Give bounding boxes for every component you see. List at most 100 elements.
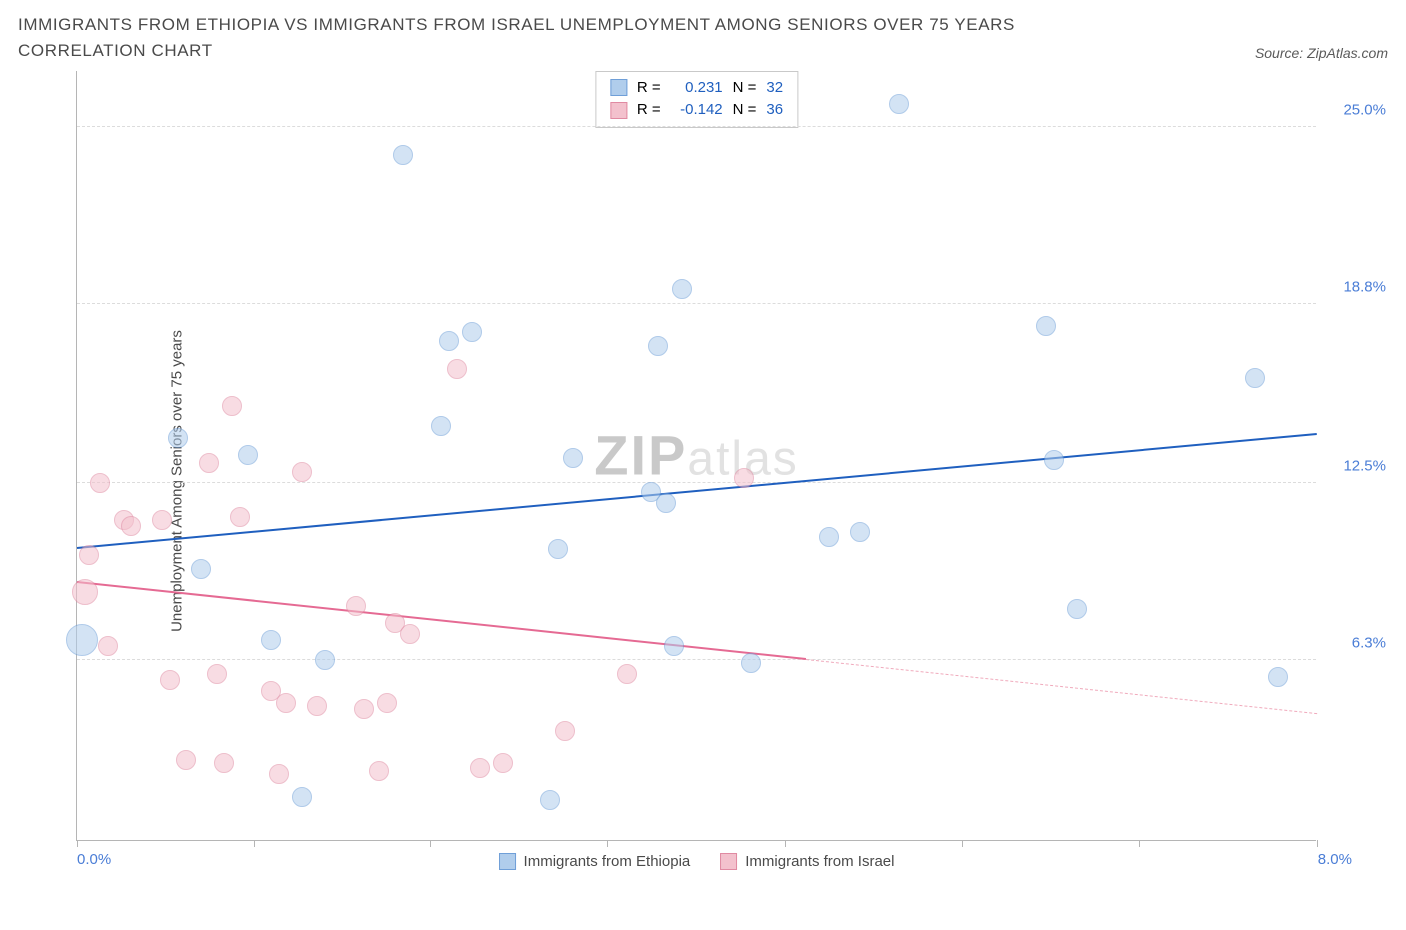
data-point [176,750,196,770]
stats-n-value: 32 [766,77,783,100]
data-point [160,670,180,690]
chart-title: IMMIGRANTS FROM ETHIOPIA VS IMMIGRANTS F… [18,12,1118,65]
trend-line [77,433,1317,549]
x-tick [430,840,431,847]
x-tick [1317,840,1318,847]
data-point [664,636,684,656]
data-point [555,721,575,741]
data-point [431,416,451,436]
data-point [230,507,250,527]
plot-area: ZIPatlas R = 0.231 N = 32 R = -0.142 N =… [76,71,1316,841]
watermark: ZIPatlas [594,423,799,488]
data-point [889,94,909,114]
y-tick-label: 25.0% [1326,101,1386,118]
data-point [741,653,761,673]
data-point [261,630,281,650]
data-point [563,448,583,468]
grid-line [77,303,1316,304]
data-point [648,336,668,356]
data-point [470,758,490,778]
data-point [1036,316,1056,336]
data-point [672,279,692,299]
stats-row-ethiopia: R = 0.231 N = 32 [610,77,783,100]
data-point [1245,368,1265,388]
swatch-israel [610,102,627,119]
legend-item-ethiopia: Immigrants from Ethiopia [499,853,691,870]
data-point [152,510,172,530]
data-point [819,527,839,547]
x-tick [607,840,608,847]
data-point [168,428,188,448]
watermark-zip: ZIP [594,424,687,487]
data-point [1067,599,1087,619]
x-tick [962,840,963,847]
y-tick-label: 6.3% [1326,635,1386,652]
data-point [98,636,118,656]
legend-label: Immigrants from Israel [745,853,894,870]
data-point [191,559,211,579]
trend-line [805,659,1317,714]
data-point [292,462,312,482]
stats-row-israel: R = -0.142 N = 36 [610,99,783,122]
data-point [238,445,258,465]
stats-n-label: N = [733,77,757,100]
data-point [439,331,459,351]
data-point [121,516,141,536]
stats-r-value: 0.231 [671,77,723,100]
data-point [617,664,637,684]
legend-item-israel: Immigrants from Israel [720,853,894,870]
data-point [72,579,98,605]
legend: Immigrants from Ethiopia Immigrants from… [499,853,895,870]
data-point [354,699,374,719]
data-point [548,539,568,559]
data-point [734,468,754,488]
grid-line [77,482,1316,483]
correlation-chart: Unemployment Among Seniors over 75 years… [18,71,1388,891]
data-point [66,624,98,656]
x-tick [254,840,255,847]
data-point [276,693,296,713]
data-point [199,453,219,473]
data-point [393,145,413,165]
data-point [292,787,312,807]
swatch-ethiopia [499,853,516,870]
data-point [656,493,676,513]
trend-line [77,581,806,660]
x-tick [785,840,786,847]
data-point [1268,667,1288,687]
stats-r-label: R = [637,99,661,122]
data-point [307,696,327,716]
data-point [369,761,389,781]
data-point [1044,450,1064,470]
data-point [222,396,242,416]
stats-r-label: R = [637,77,661,100]
x-tick [77,840,78,847]
x-min-label: 0.0% [77,851,111,868]
y-tick-label: 18.8% [1326,278,1386,295]
data-point [214,753,234,773]
data-point [315,650,335,670]
stats-r-value: -0.142 [671,99,723,122]
source-attribution: Source: ZipAtlas.com [1255,45,1388,65]
legend-label: Immigrants from Ethiopia [524,853,691,870]
grid-line [77,126,1316,127]
data-point [462,322,482,342]
stats-box: R = 0.231 N = 32 R = -0.142 N = 36 [595,71,798,128]
data-point [447,359,467,379]
data-point [400,624,420,644]
data-point [207,664,227,684]
data-point [377,693,397,713]
stats-n-value: 36 [766,99,783,122]
data-point [346,596,366,616]
grid-line [77,659,1316,660]
swatch-ethiopia [610,79,627,96]
data-point [850,522,870,542]
y-tick-label: 12.5% [1326,458,1386,475]
x-tick [1139,840,1140,847]
x-max-label: 8.0% [1318,851,1352,868]
data-point [79,545,99,565]
data-point [540,790,560,810]
data-point [493,753,513,773]
swatch-israel [720,853,737,870]
data-point [269,764,289,784]
